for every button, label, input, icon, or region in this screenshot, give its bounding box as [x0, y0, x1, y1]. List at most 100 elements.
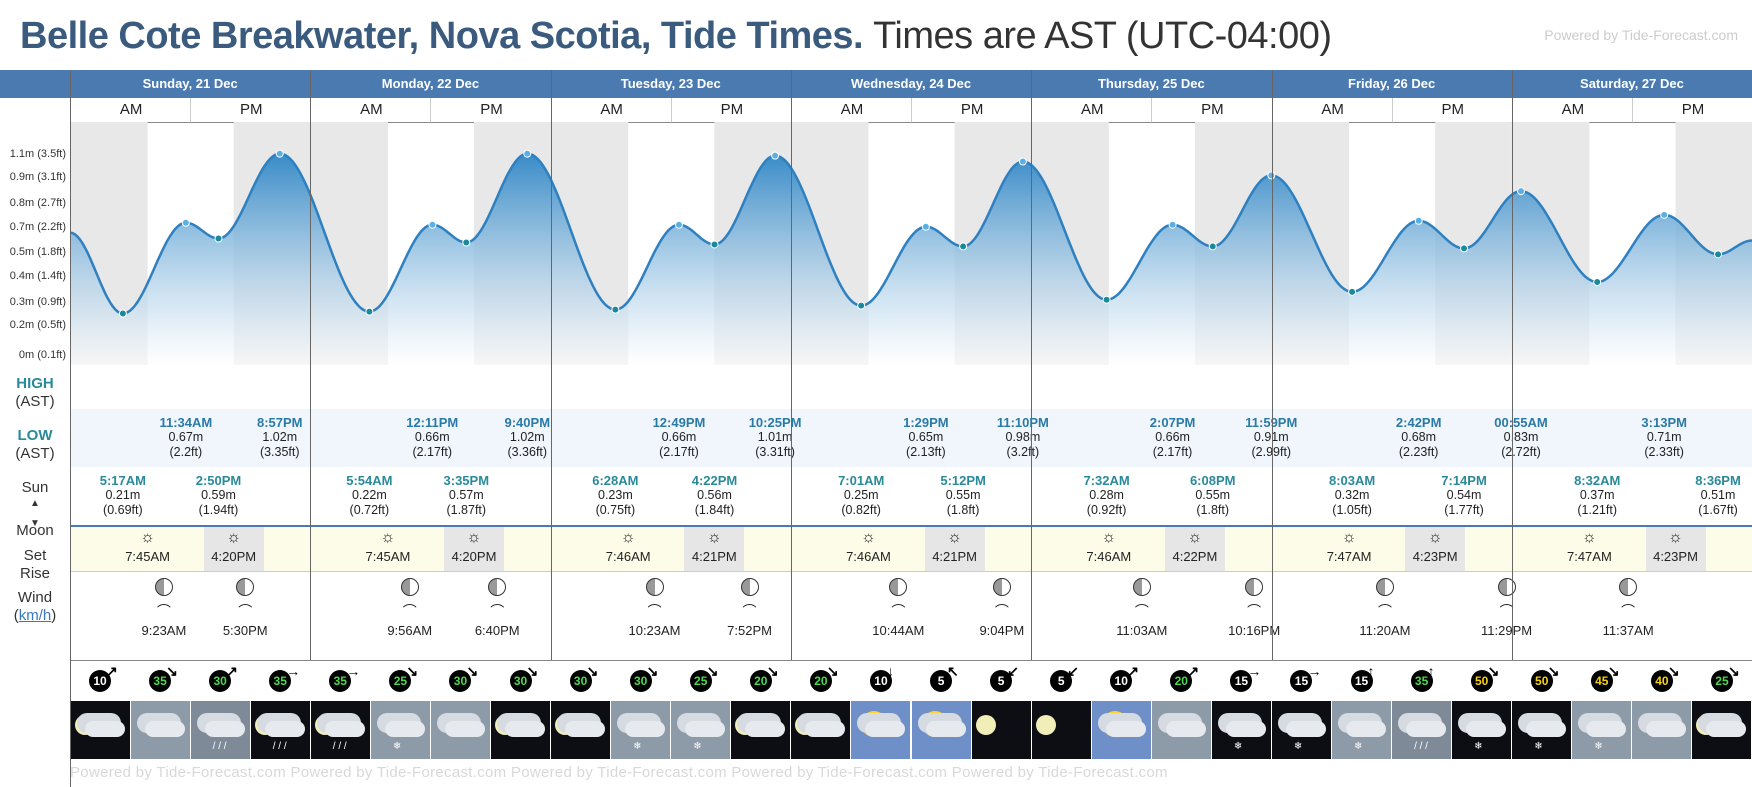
sunrise-entry: ☼ 7:46AM — [838, 527, 899, 571]
snow-icon: ❄ — [1534, 741, 1543, 752]
wind-speed: 20 — [749, 670, 772, 692]
sun-row: ☼ 7:45AM ☼ 4:20PM ☼ 7:45AM ☼ 4:20PM ☼ 7:46AM ☼ 4:21… — [70, 527, 1752, 572]
left-label-column: 0m (0.1ft) 0.2m (0.5ft) 0.3m (0.9ft) 0.4m (… — [0, 70, 71, 787]
rain-icon: / / / — [190, 701, 250, 759]
sunrise-time: 7:46AM — [1086, 549, 1132, 564]
rain-icon: / / / — [332, 741, 347, 752]
wind-direction-icon: → — [1307, 663, 1322, 679]
pm-label: PM — [1631, 98, 1752, 123]
pm-label: PM — [670, 98, 792, 123]
high-tide-m: 1.02m — [509, 430, 545, 444]
wind-cell: 20 ↘ — [791, 661, 851, 701]
night-rain-icon: / / / — [250, 701, 310, 759]
wind-unit-link[interactable]: km/h — [18, 607, 52, 624]
wind-label: Wind — [17, 589, 53, 606]
cloud-icon — [1165, 721, 1206, 737]
night-rain-icon: / / / — [310, 701, 370, 759]
moon-icon — [975, 715, 996, 735]
wind-direction-icon: ↑ — [1367, 663, 1375, 679]
low-tide-entry: 5:54AM 0.22m (0.72ft) — [339, 473, 399, 518]
snow-icon: ❄ — [611, 701, 671, 759]
snow-icon: ❄ — [1332, 701, 1392, 759]
high-tide-time: 11:34AM — [159, 415, 213, 430]
high-label: HIGH — [16, 375, 54, 392]
sunset-icon: ☼ — [1668, 529, 1683, 546]
wind-cell: 35 → — [250, 661, 310, 701]
wind-unit-label: (km/h) — [13, 607, 57, 624]
high-tide-ft: (2.13ft) — [906, 445, 946, 459]
low-tide-entry: 2:50PM 0.59m (1.94ft) — [188, 473, 248, 518]
wind-speed: 30 — [209, 670, 232, 692]
high-tide-row: 11:34AM 0.67m (2.2ft) 8:57PM 1.02m (3.35ft) 12… — [70, 409, 1752, 468]
low-tide-m: 0.56m — [697, 488, 732, 502]
low-tide-row: 5:17AM 0.21m (0.69ft) 2:50PM 0.59m (1.94ft) 5:… — [70, 467, 1752, 527]
wind-speed: 30 — [509, 670, 532, 692]
high-tide-entry: 8:57PM 1.02m (3.35ft) — [250, 415, 310, 460]
low-tide-point — [611, 305, 620, 314]
sunset-time: 4:20PM — [451, 549, 497, 564]
sunset-time: 4:23PM — [1412, 549, 1458, 564]
night-clear-icon — [971, 701, 1031, 759]
sunset-time: 4:20PM — [211, 549, 257, 564]
cloud-icon — [1225, 721, 1266, 737]
low-tide-m: 0.59m — [201, 488, 236, 502]
wind-cell: 15 ↑ — [1332, 661, 1392, 701]
high-tide-entry: 3:13PM 0.71m (2.33ft) — [1634, 415, 1694, 460]
high-tide-ft: (2.33ft) — [1644, 445, 1684, 459]
low-tide-ft: (1.77ft) — [1444, 503, 1484, 517]
am-label: AM — [1511, 98, 1633, 123]
low-tide-time: 5:12PM — [940, 473, 986, 488]
wind-cell: 10 ↗ — [70, 661, 130, 701]
wind-cell: 25 ↘ — [671, 661, 731, 701]
day-divider — [1511, 70, 1513, 660]
low-tide-m: 0.32m — [1334, 488, 1370, 502]
moonset-icon: ⌒ — [238, 603, 253, 619]
snow-icon: ❄ — [633, 741, 642, 752]
low-tide-entry: 5:12PM 0.55m (1.8ft) — [933, 473, 993, 518]
low-tide-time: 8:32AM — [1574, 473, 1621, 488]
wind-cell: 50 ↘ — [1452, 661, 1512, 701]
wind-direction-icon: ↘ — [706, 663, 719, 679]
am-label: AM — [1271, 98, 1393, 123]
powered-by-top[interactable]: Powered by Tide-Forecast.com — [1544, 27, 1738, 43]
wind-cell: 10 ↓ — [851, 661, 911, 701]
wind-direction-icon: ↙ — [1067, 663, 1079, 679]
low-tide-point — [1102, 295, 1111, 304]
low-tide-point — [1348, 287, 1357, 296]
low-tide-entry: 7:32AM 0.28m (0.92ft) — [1077, 473, 1137, 518]
y-axis-label: 0.8m (2.7ft) — [9, 197, 66, 209]
cloud-icon — [685, 721, 726, 737]
low-tide-entry: 7:01AM 0.25m (0.82ft) — [831, 473, 891, 518]
moonset-entry: ⌒ 9:04PM — [972, 578, 1032, 638]
low-tide-time: 6:28AM — [592, 473, 639, 488]
sunrise-icon: ☼ — [620, 529, 636, 546]
wind-speed: 5 — [990, 670, 1013, 692]
moonrise-icon: ⌒ — [1377, 603, 1392, 619]
cloud-icon — [204, 721, 245, 737]
high-tide-time: 10:25PM — [748, 415, 802, 430]
cloud-icon — [1105, 721, 1146, 737]
moonrise-entry: ⌒ 9:23AM — [134, 578, 194, 638]
sunrise-time: 7:47AM — [1566, 549, 1612, 564]
sun-toggle-icon[interactable]: ▲ ▼ — [30, 498, 40, 529]
wind-direction-icon: ↘ — [1487, 663, 1500, 679]
night-clear-icon — [1031, 701, 1091, 759]
moonset-icon: ⌒ — [490, 603, 505, 619]
wind-speed: 35 — [269, 670, 292, 692]
wind-cell: 35 ↑ — [1392, 661, 1452, 701]
tide-area — [70, 153, 1752, 365]
cloudy-icon — [1632, 701, 1692, 759]
low-tide-point — [857, 301, 866, 310]
low-tide-time: 5:54AM — [346, 473, 393, 488]
wind-direction-icon: ↘ — [166, 663, 178, 679]
wind-speed: 15 — [1230, 670, 1253, 692]
wind-speed: 25 — [389, 670, 412, 692]
low-tide-entry: 6:28AM 0.23m (0.75ft) — [585, 473, 645, 518]
wind-speed: 10 — [89, 670, 112, 692]
high-tide-entry: 9:40PM 1.02m (3.36ft) — [497, 415, 557, 460]
low-tide-time: 7:01AM — [838, 473, 885, 488]
moonrise-icon: ⌒ — [647, 603, 662, 619]
high-tide-point — [1517, 187, 1526, 196]
high-tide-point — [1660, 210, 1669, 219]
moonrise-icon: ⌒ — [156, 603, 171, 619]
